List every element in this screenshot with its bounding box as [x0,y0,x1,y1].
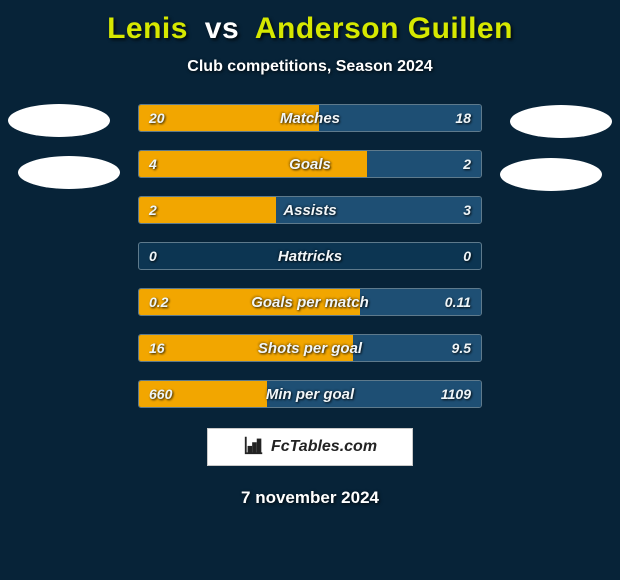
stat-row: 169.5Shots per goal [138,334,482,362]
title-vs: vs [205,12,239,45]
watermark-text: FcTables.com [271,438,377,456]
stat-row: 42Goals [138,150,482,178]
stat-label: Goals [139,151,481,177]
title-left-player: Lenis [107,12,188,45]
stat-row: 6601109Min per goal [138,380,482,408]
chart-icon [243,434,265,461]
watermark: FcTables.com [207,428,413,466]
avatar-left-bottom [18,156,120,189]
stat-label: Matches [139,105,481,131]
stat-label: Assists [139,197,481,223]
footer-date: 7 november 2024 [0,488,620,508]
stat-label: Hattricks [139,243,481,269]
stat-row: 23Assists [138,196,482,224]
stat-row: 00Hattricks [138,242,482,270]
stat-label: Min per goal [139,381,481,407]
page-subtitle: Club competitions, Season 2024 [0,58,620,76]
stat-row: 2018Matches [138,104,482,132]
avatar-right-bottom [500,158,602,191]
avatar-left-top [8,104,110,137]
avatar-right-top [510,105,612,138]
stat-label: Shots per goal [139,335,481,361]
stat-label: Goals per match [139,289,481,315]
title-right-player: Anderson Guillen [255,12,513,45]
stat-row: 0.20.11Goals per match [138,288,482,316]
page-title: Lenis vs Anderson Guillen [0,0,620,46]
comparison-arena: 2018Matches 42Goals 23Assists 00Hattricks 0.… [0,104,620,408]
comparison-bars: 2018Matches 42Goals 23Assists 00Hattricks 0.… [138,104,482,408]
